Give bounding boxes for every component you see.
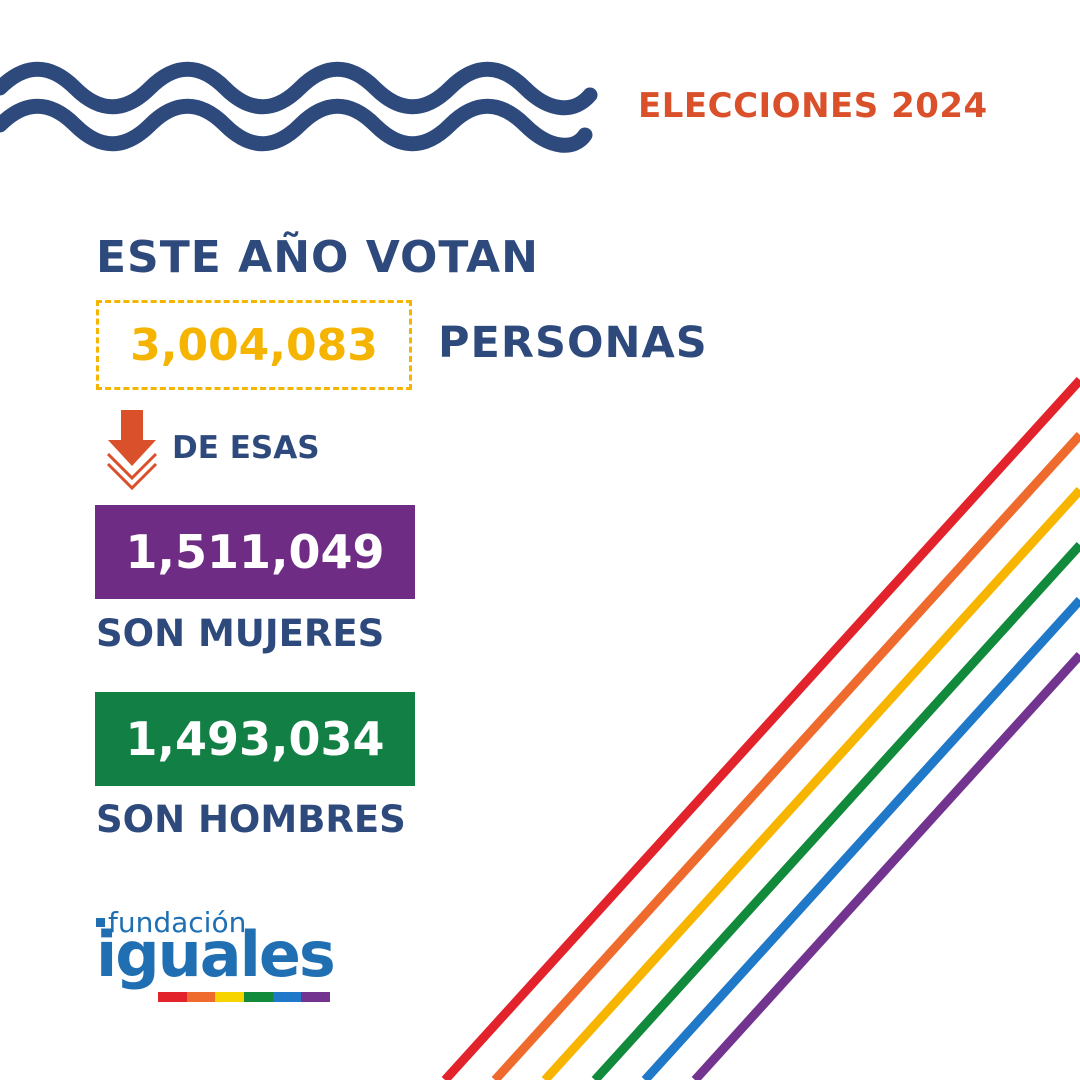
- men-count-box: 1,493,034: [95, 692, 415, 786]
- women-count-value: 1,511,049: [125, 525, 385, 579]
- wave-decoration: [0, 61, 598, 153]
- logo-main-text: iguales: [96, 918, 336, 991]
- logo-top-text: fundación: [108, 906, 247, 939]
- headline: ESTE AÑO VOTAN: [96, 232, 539, 283]
- total-voters-value: 3,004,083: [130, 319, 378, 371]
- arrow-down-icon: [106, 410, 158, 490]
- rainbow-stripe-yellow: [541, 486, 1080, 1080]
- rainbow-stripe-blue: [641, 596, 1080, 1080]
- logo-rainbow-bar: [158, 992, 331, 1002]
- men-count-value: 1,493,034: [125, 712, 385, 766]
- women-count-box: 1,511,049: [95, 505, 415, 599]
- rainbow-stripe-red: [441, 376, 1080, 1080]
- total-voters-unit: PERSONAS: [438, 318, 708, 368]
- header-title: ELECCIONES 2024: [638, 86, 988, 126]
- rainbow-stripe-purple: [691, 651, 1080, 1080]
- total-voters-box: 3,004,083: [96, 300, 412, 390]
- women-label: SON MUJERES: [96, 612, 385, 655]
- men-label: SON HOMBRES: [96, 798, 406, 841]
- subheading: DE ESAS: [172, 430, 320, 466]
- fundacion-iguales-logo: fundación iguales: [96, 906, 336, 1006]
- rainbow-stripe-orange: [491, 431, 1080, 1080]
- logo-dot: [96, 918, 105, 927]
- rainbow-stripe-green: [591, 541, 1080, 1080]
